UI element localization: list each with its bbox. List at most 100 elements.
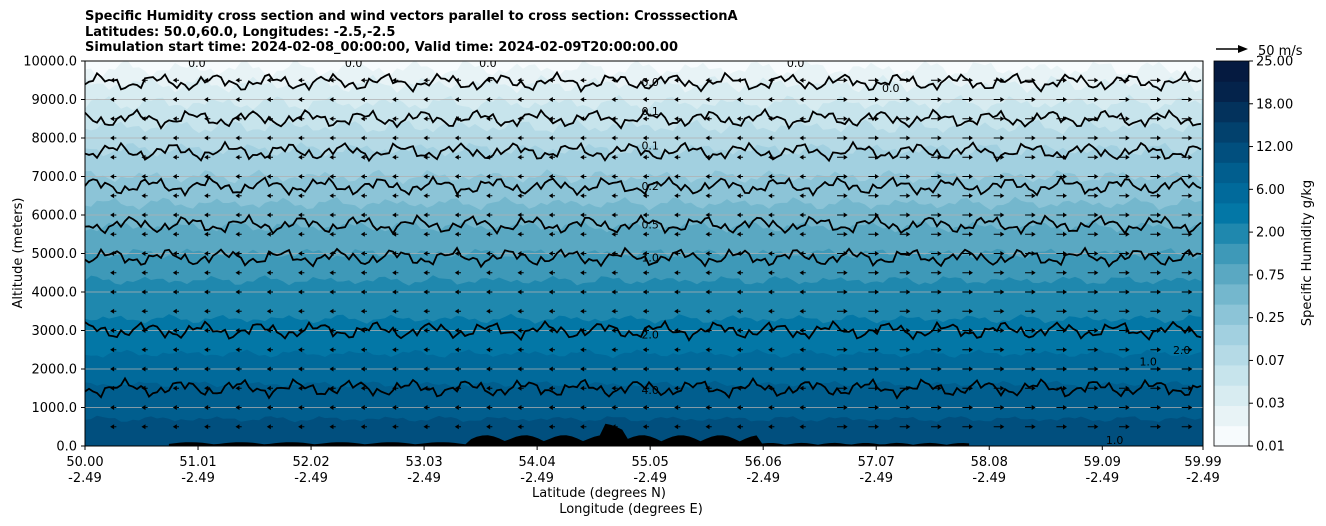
wind-vector-head: [329, 135, 334, 141]
wind-vector-head: [329, 366, 334, 372]
wind-vector-head: [906, 174, 911, 179]
contour-label: 4.0: [641, 384, 659, 397]
wind-vector-head: [204, 270, 209, 276]
wind-vector-head: [1125, 424, 1130, 430]
wind-vector-head: [1157, 116, 1162, 122]
wind-vector-head: [611, 366, 616, 372]
contour-line: [85, 319, 1202, 342]
wind-vector-head: [360, 97, 365, 102]
wind-vector-head: [799, 405, 804, 410]
wind-vector-head: [235, 212, 240, 218]
wind-vector-head: [392, 308, 397, 314]
wind-vector-head: [799, 270, 804, 276]
wind-vector-head: [548, 251, 553, 256]
wind-vector-head: [937, 154, 942, 160]
wind-vector-head: [360, 135, 365, 141]
wind-vector-head: [172, 154, 177, 160]
x-tick-label-lon: -2.49: [1085, 471, 1119, 486]
wind-vector-head: [486, 135, 491, 141]
wind-vector-head: [141, 193, 146, 199]
wind-vector-head: [768, 135, 773, 141]
wind-vector-head: [172, 424, 177, 430]
wind-vector-head: [266, 116, 271, 122]
wind-vector-head: [1062, 385, 1067, 391]
colorbar-tick-label: 25.00: [1256, 55, 1293, 70]
wind-vector-head: [674, 424, 679, 430]
wind-vector-head: [266, 405, 271, 410]
wind-vector-head: [298, 347, 303, 353]
wind-vector-head: [642, 135, 647, 141]
wind-vector-head: [705, 385, 710, 391]
wind-vector-head: [580, 193, 585, 199]
y-tick-label: 1000.0: [32, 401, 78, 416]
wind-vector-head: [548, 193, 553, 199]
wind-vector-head: [79, 386, 83, 391]
wind-vector-head: [768, 347, 773, 353]
wind-vector-head: [517, 154, 522, 160]
wind-vector-head: [1062, 424, 1067, 430]
wind-vector-head: [235, 405, 240, 410]
wind-vector-head: [235, 270, 240, 276]
wind-vector-head: [172, 347, 177, 353]
wind-vector-head: [1157, 424, 1162, 430]
wind-vector-head: [1031, 154, 1036, 160]
wind-vector-head: [266, 347, 271, 353]
wind-vector-head: [204, 77, 209, 83]
wind-vector-head: [1031, 97, 1036, 102]
wind-vector-head: [172, 77, 177, 83]
wind-vector-head: [580, 174, 585, 179]
x-tick-label-lat: 59.99: [1184, 455, 1221, 470]
wind-vector-head: [1188, 347, 1193, 353]
wind-vector-head: [674, 328, 679, 333]
colorbar-band: [1214, 304, 1249, 325]
x-tick-label-lon: -2.49: [1186, 471, 1220, 486]
contour-label: 0.1: [641, 105, 659, 118]
wind-vector-head: [580, 212, 585, 218]
wind-vector-head: [204, 174, 209, 179]
contour-line: [85, 376, 1202, 400]
contour-label: 1.0: [1139, 355, 1157, 368]
wind-vector-head: [141, 251, 146, 256]
wind-vector-head: [1094, 135, 1099, 141]
wind-vector-head: [392, 424, 397, 430]
title-line-3: Simulation start time: 2024-02-08_00:00:…: [85, 40, 678, 55]
wind-vector-head: [937, 77, 942, 83]
wind-vector-head: [580, 270, 585, 276]
wind-vector-head: [172, 308, 177, 314]
wind-vector-head: [674, 231, 679, 237]
x-tick-label-lat: 55.05: [632, 455, 669, 470]
wind-vector-head: [580, 154, 585, 160]
wind-vector-head: [968, 154, 973, 160]
wind-vector-head: [423, 366, 428, 372]
wind-vector-head: [580, 405, 585, 410]
wind-vector-head: [1094, 385, 1099, 391]
wind-vector-head: [674, 193, 679, 199]
wind-vector-head: [1031, 174, 1036, 179]
wind-vector-head: [517, 270, 522, 276]
wind-vector-head: [968, 347, 973, 353]
wind-vector-head: [874, 328, 879, 333]
wind-vector-head: [235, 251, 240, 256]
wind-vector-head: [705, 174, 710, 179]
wind-vector-head: [266, 154, 271, 160]
wind-vector-head: [674, 405, 679, 410]
wind-vector-head: [705, 97, 710, 102]
wind-vector-head: [874, 251, 879, 256]
wind-vector-head: [874, 97, 879, 102]
wind-vector-head: [1094, 251, 1099, 256]
wind-vector-head: [298, 289, 303, 295]
wind-vector-head: [235, 154, 240, 160]
wind-vector-head: [1157, 77, 1162, 83]
humidity-band: [85, 61, 1203, 94]
wind-vector-head: [705, 270, 710, 276]
wind-vector-head: [642, 97, 647, 102]
wind-vector-head: [1000, 424, 1005, 430]
wind-vector-head: [454, 193, 459, 199]
wind-vector-head: [517, 366, 522, 372]
wind-vector-head: [79, 193, 83, 198]
wind-vector-head: [768, 193, 773, 199]
wind-vector-head: [329, 308, 334, 314]
wind-vector-head: [486, 347, 491, 353]
wind-vector-head: [874, 308, 879, 314]
wind-vector-head: [1000, 116, 1005, 122]
